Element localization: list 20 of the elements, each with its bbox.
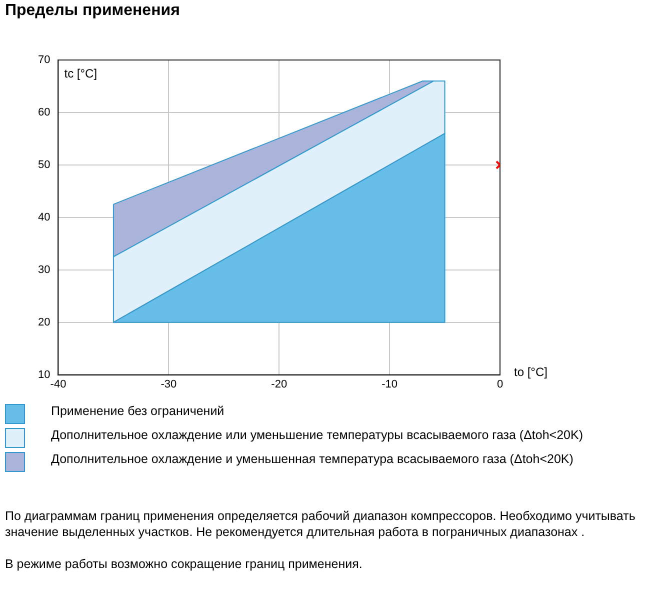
legend-label: Дополнительное охлаждение или уменьшение температуры всасываемого газа (Δtoh<20K)	[51, 428, 584, 442]
x-axis-title: to [°C]	[514, 365, 548, 380]
legend-label: Применение без ограничений	[51, 404, 224, 418]
y-tick-label: 10	[38, 368, 50, 381]
chart-title: Пределы применения	[5, 2, 180, 20]
legend-label: Дополнительное охлаждение и уменьшенная температура всасываемого газа (Δtoh<20K)	[51, 452, 574, 466]
x-tick-label: -10	[382, 378, 398, 390]
x-tick-label: 0	[496, 378, 504, 390]
y-tick-label: 70	[38, 54, 50, 66]
y-tick-label: 30	[38, 264, 50, 276]
text: По диаграммам границ применения определяется рабочий диапазон компрессоров. Необходимо учитывать значение выделенных участков. Не рекомендуется длительная работа в пограничных диапазонах .	[5, 508, 636, 540]
y-tick-label: 50	[38, 158, 50, 171]
x-tick-label: -20	[271, 378, 288, 390]
y-tick-label: 40	[38, 211, 50, 224]
y-tick-label: 60	[38, 106, 50, 118]
y-tick-label: 20	[38, 316, 50, 328]
text: В режиме работы возможно сокращение границ применения.	[5, 556, 364, 572]
x-tick-label: -40	[50, 378, 66, 390]
y-axis-title: tc [°C]	[64, 66, 98, 80]
x-tick-label: -30	[160, 378, 177, 390]
